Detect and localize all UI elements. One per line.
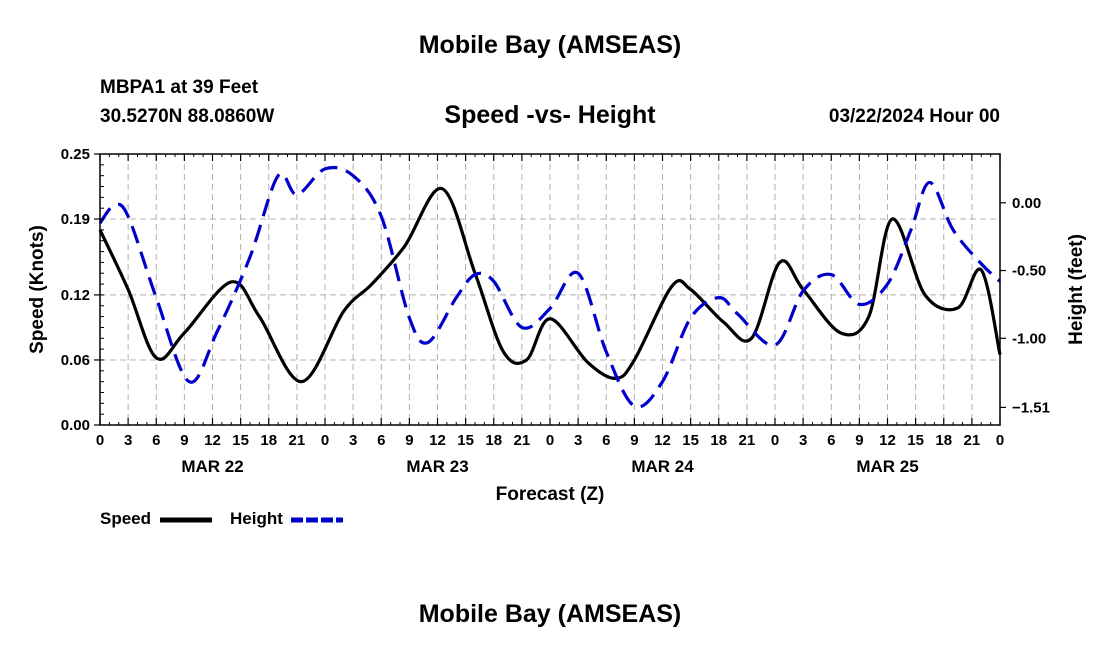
x-tick-label: 21	[964, 432, 981, 449]
x-tick-label: 0	[546, 432, 554, 449]
y-left-tick-label: 0.06	[61, 352, 90, 369]
day-label: MAR 25	[856, 457, 918, 476]
x-tick-label: 0	[771, 432, 779, 449]
y-right-tick-label: -1.00	[1012, 330, 1046, 347]
day-label: MAR 23	[406, 457, 468, 476]
forecast-datetime: 03/22/2024 Hour 00	[828, 106, 1000, 127]
axis-labels: 0 3 6 9 12 15 18 21 0 3 6 9 12 15 18 21 0 3 6 9 12 15 18 21 0 3 6 9…	[27, 146, 1087, 505]
x-tick-label: 21	[514, 432, 531, 449]
legend-label-speed: Speed	[100, 509, 151, 528]
footer-title: Mobile Bay (AMSEAS)	[418, 600, 682, 628]
x-axis-title: Forecast (Z)	[496, 484, 605, 505]
x-tick-label: 15	[682, 432, 699, 449]
x-tick-label: 12	[429, 432, 446, 449]
x-tick-label: 21	[739, 432, 756, 449]
y-left-axis-title: Speed (Knots)	[27, 225, 48, 354]
y-left-tick-label: 0.25	[61, 146, 90, 163]
y-right-tick-label: −1.51	[1012, 399, 1050, 416]
station-coordinates: 30.5270N 88.0860W	[100, 106, 275, 127]
station-label: MBPA1 at 39 Feet	[100, 77, 259, 98]
x-tick-label: 15	[232, 432, 249, 449]
legend-label-height: Height	[230, 509, 283, 528]
chart-subtitle: Speed -vs- Height	[444, 101, 656, 129]
x-tick-label: 15	[457, 432, 474, 449]
x-tick-label: 3	[799, 432, 807, 449]
x-tick-label: 12	[654, 432, 671, 449]
x-tick-label: 9	[180, 432, 188, 449]
x-tick-label: 12	[879, 432, 896, 449]
x-tick-label: 3	[124, 432, 132, 449]
day-label: MAR 24	[631, 457, 694, 476]
y-left-tick-label: 0.00	[61, 417, 90, 434]
x-tick-label: 9	[855, 432, 863, 449]
y-left-tick-label: 0.19	[61, 211, 90, 228]
x-tick-label: 0	[996, 432, 1004, 449]
x-tick-label: 21	[289, 432, 306, 449]
x-tick-label: 6	[827, 432, 835, 449]
x-tick-label: 0	[321, 432, 329, 449]
x-tick-label: 18	[935, 432, 952, 449]
x-tick-label: 15	[907, 432, 924, 449]
x-tick-label: 18	[260, 432, 277, 449]
x-tick-label: 0	[96, 432, 104, 449]
day-label: MAR 22	[181, 457, 243, 476]
chart-title: Mobile Bay (AMSEAS)	[418, 31, 682, 59]
x-tick-label: 3	[349, 432, 357, 449]
x-tick-label: 9	[405, 432, 413, 449]
y-right-axis-title: Height (feet)	[1066, 234, 1087, 345]
x-tick-label: 6	[377, 432, 385, 449]
x-tick-label: 18	[485, 432, 502, 449]
x-tick-label: 6	[602, 432, 610, 449]
x-tick-label: 12	[204, 432, 221, 449]
y-left-tick-label: 0.12	[61, 287, 90, 304]
legend: Speed Height	[100, 509, 343, 528]
y-right-tick-label: -0.50	[1012, 263, 1046, 280]
grid	[100, 154, 1000, 425]
x-tick-label: 18	[710, 432, 727, 449]
series-lines	[98, 165, 1002, 409]
x-tick-label: 9	[630, 432, 638, 449]
series-line-height	[98, 165, 1002, 409]
x-tick-label: 6	[152, 432, 160, 449]
y-right-tick-label: 0.00	[1012, 195, 1041, 212]
axis-ticks	[94, 153, 1006, 426]
x-tick-label: 3	[574, 432, 582, 449]
